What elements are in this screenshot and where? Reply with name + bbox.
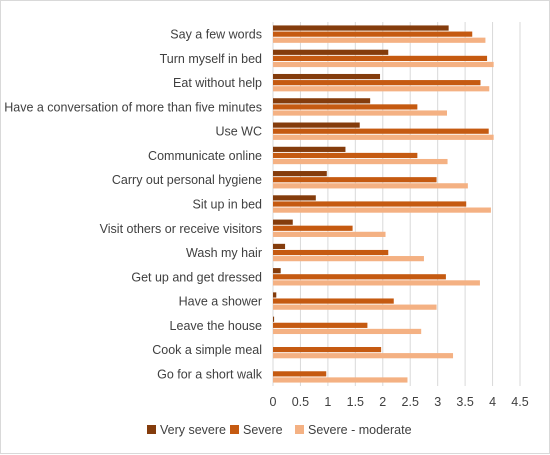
- bar-severe-moderate: [273, 304, 437, 310]
- x-tick-label: 1.5: [347, 395, 364, 409]
- bar-very-severe: [273, 243, 286, 250]
- category-label: Eat without help: [173, 76, 262, 90]
- bar-severe: [273, 298, 394, 304]
- category-label: Go for a short walk: [157, 367, 263, 381]
- legend-swatch: [295, 425, 304, 434]
- bar-severe-moderate: [273, 134, 494, 140]
- bar-severe: [273, 225, 353, 231]
- bar-severe-moderate: [273, 158, 448, 165]
- x-tick-label: 0.5: [292, 395, 309, 409]
- category-label: Have a conversation of more than five mi…: [4, 100, 262, 114]
- bar-severe: [273, 104, 418, 110]
- bar-severe: [273, 177, 437, 183]
- bar-severe-moderate: [273, 37, 486, 43]
- bar-severe: [273, 152, 418, 159]
- x-tick-label: 2.5: [402, 395, 419, 409]
- x-tick-label: 1: [324, 395, 331, 409]
- category-label: Carry out personal hygiene: [112, 173, 262, 187]
- category-label: Use WC: [215, 125, 262, 139]
- bar-very-severe: [273, 171, 327, 177]
- bar-severe: [273, 274, 446, 280]
- category-label: Leave the house: [170, 319, 262, 333]
- bar-very-severe: [273, 316, 275, 322]
- x-tick-label: 4.5: [511, 395, 528, 409]
- category-label: Get up and get dressed: [131, 270, 262, 284]
- bar-very-severe: [273, 25, 449, 31]
- bar-severe: [273, 347, 382, 353]
- bar-severe-moderate: [273, 231, 386, 237]
- category-label: Turn myself in bed: [160, 52, 262, 66]
- category-label: Have a shower: [179, 295, 262, 309]
- bar-severe-moderate: [273, 256, 424, 262]
- bar-severe: [273, 249, 389, 256]
- legend-swatch: [230, 425, 239, 434]
- bar-severe: [273, 80, 481, 86]
- bar-very-severe: [273, 49, 389, 55]
- bar-severe-moderate: [273, 328, 422, 335]
- legend-label: Severe: [243, 423, 283, 437]
- x-tick-label: 2: [379, 395, 386, 409]
- bar-severe-moderate: [273, 207, 491, 213]
- bar-severe-moderate: [273, 110, 447, 116]
- bar-severe: [273, 371, 327, 377]
- bar-severe-moderate: [273, 353, 454, 359]
- x-tick-label: 4: [489, 395, 496, 409]
- category-label: Sit up in bed: [193, 198, 263, 212]
- bar-severe-moderate: [273, 183, 468, 189]
- bar-severe: [273, 55, 488, 61]
- bar-very-severe: [273, 292, 277, 298]
- category-label: Say a few words: [170, 28, 262, 42]
- bar-severe: [273, 201, 467, 207]
- bar-severe-moderate: [273, 61, 494, 68]
- bars: [273, 25, 494, 383]
- category-label: Communicate online: [148, 149, 262, 163]
- bar-severe: [273, 128, 489, 134]
- bar-severe-moderate: [273, 280, 480, 286]
- category-label: Wash my hair: [186, 246, 262, 260]
- category-labels: Say a few words Turn myself in bed Eat wit…: [4, 28, 263, 382]
- bar-very-severe: [273, 219, 293, 225]
- bar-very-severe: [273, 195, 316, 201]
- legend-label: Severe - moderate: [308, 423, 412, 437]
- x-axis-tick-labels: 0 0.5 1 1.5 2 2.5 3 3.5 4 4.5: [270, 395, 529, 409]
- bar-very-severe: [273, 73, 381, 80]
- bar-very-severe: [273, 122, 360, 128]
- bar-severe: [273, 322, 368, 328]
- x-tick-label: 3: [434, 395, 441, 409]
- legend-label: Very severe: [160, 423, 226, 437]
- x-tick-label: 0: [270, 395, 277, 409]
- category-label: Visit others or receive visitors: [100, 222, 262, 236]
- bar-very-severe: [273, 98, 371, 104]
- bar-very-severe: [273, 268, 281, 274]
- bar-severe-moderate: [273, 86, 490, 92]
- category-label: Cook a simple meal: [152, 343, 262, 357]
- legend: Very severe Severe Severe - moderate: [147, 423, 412, 437]
- bar-severe: [273, 31, 473, 37]
- bar-very-severe: [273, 146, 346, 152]
- bar-severe-moderate: [273, 377, 408, 383]
- legend-swatch: [147, 425, 156, 434]
- x-tick-label: 3.5: [456, 395, 473, 409]
